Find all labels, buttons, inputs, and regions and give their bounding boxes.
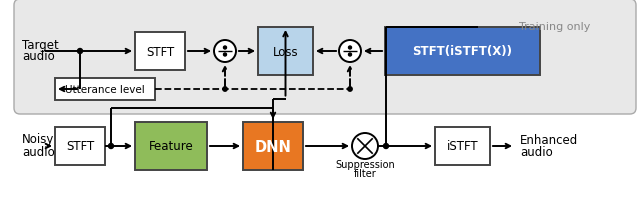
Text: audio: audio	[520, 145, 553, 158]
Bar	[55, 79, 155, 101]
Text: Target: Target	[22, 38, 59, 51]
Text: filter: filter	[354, 168, 376, 178]
Text: audio: audio	[22, 50, 55, 63]
Circle shape	[77, 49, 83, 54]
Bar	[435, 127, 490, 165]
FancyBboxPatch shape	[14, 0, 636, 115]
Text: STFT: STFT	[66, 140, 94, 153]
Text: Feature: Feature	[148, 140, 193, 153]
Circle shape	[383, 144, 388, 149]
Circle shape	[223, 47, 227, 50]
Bar	[135, 122, 207, 170]
Bar	[135, 33, 185, 71]
Circle shape	[349, 47, 351, 50]
Bar	[243, 122, 303, 170]
Text: Utterance level: Utterance level	[65, 85, 145, 95]
Bar	[385, 28, 540, 76]
Text: Suppression: Suppression	[335, 159, 395, 169]
Circle shape	[214, 41, 236, 63]
Text: STFT: STFT	[146, 45, 174, 58]
Circle shape	[339, 41, 361, 63]
Circle shape	[349, 54, 351, 57]
Circle shape	[348, 87, 352, 92]
Text: STFT(iSTFT(X)): STFT(iSTFT(X))	[413, 45, 513, 58]
Text: Training only: Training only	[519, 22, 591, 32]
Text: Enhanced: Enhanced	[520, 133, 579, 146]
Text: audio: audio	[22, 145, 55, 158]
Text: DNN: DNN	[255, 139, 291, 154]
Circle shape	[223, 87, 227, 92]
Circle shape	[109, 144, 113, 149]
Circle shape	[223, 54, 227, 57]
Bar	[55, 127, 105, 165]
Text: Loss: Loss	[273, 45, 298, 58]
Bar	[258, 28, 313, 76]
Text: iSTFT: iSTFT	[447, 140, 478, 153]
Circle shape	[352, 133, 378, 159]
Text: Noisy: Noisy	[22, 133, 54, 146]
